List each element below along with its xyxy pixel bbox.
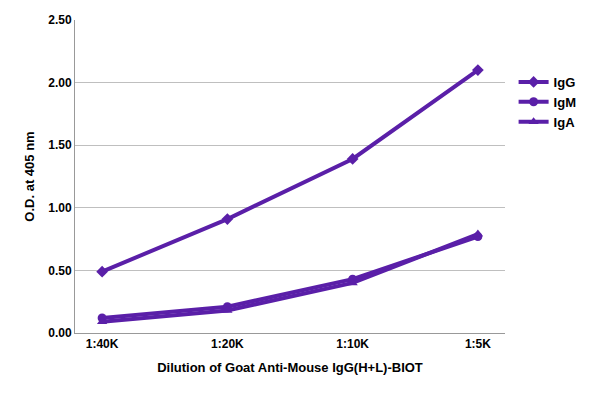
- svg-text:1.00: 1.00: [48, 201, 72, 215]
- svg-text:O.D. at 405 nm: O.D. at 405 nm: [22, 131, 37, 221]
- svg-text:1:5K: 1:5K: [465, 337, 491, 351]
- svg-text:0.50: 0.50: [48, 264, 72, 278]
- svg-text:IgG: IgG: [554, 75, 576, 90]
- svg-text:1:40K: 1:40K: [86, 337, 119, 351]
- svg-text:1:20K: 1:20K: [211, 337, 244, 351]
- svg-text:IgA: IgA: [554, 115, 576, 130]
- svg-text:IgM: IgM: [554, 95, 576, 110]
- svg-text:1:10K: 1:10K: [336, 337, 369, 351]
- svg-text:0.00: 0.00: [48, 326, 72, 340]
- svg-text:1.50: 1.50: [48, 138, 72, 152]
- svg-text:Dilution of Goat Anti-Mouse Ig: Dilution of Goat Anti-Mouse IgG(H+L)-BIO…: [157, 360, 423, 375]
- svg-text:2.00: 2.00: [48, 76, 72, 90]
- svg-text:2.50: 2.50: [48, 13, 72, 27]
